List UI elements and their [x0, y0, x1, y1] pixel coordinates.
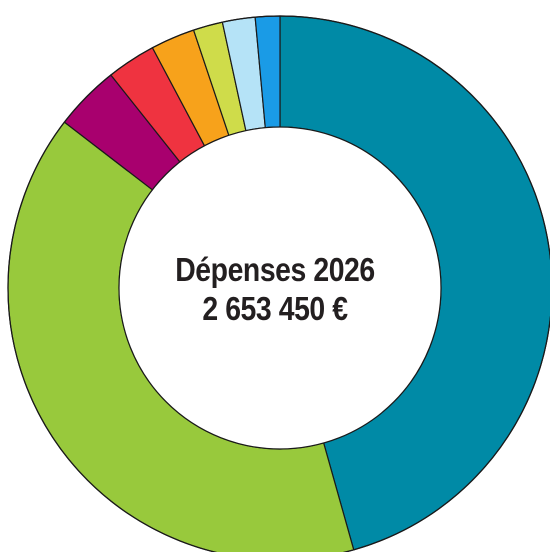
donut-hole [118, 126, 442, 450]
chart-total-value: 2 653 450 € [202, 290, 348, 327]
donut-outer-outline [7, 15, 550, 552]
chart-title: Dépenses 2026 [175, 251, 375, 288]
